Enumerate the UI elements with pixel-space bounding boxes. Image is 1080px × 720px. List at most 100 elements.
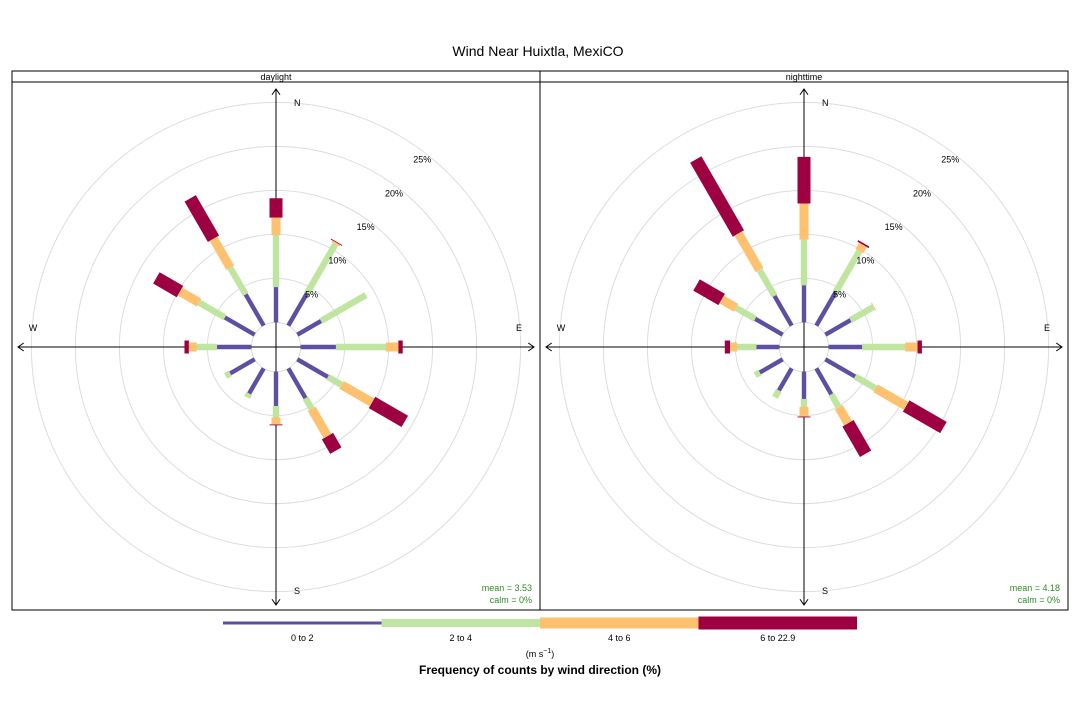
wedge-daylight-60-bin0 xyxy=(296,319,323,337)
wedge-daylight-180-bin0 xyxy=(273,371,279,406)
wedge-daylight-330-bin2 xyxy=(209,236,235,270)
wedge-nighttime-270-bin2 xyxy=(730,342,738,352)
ring-label-20: 20% xyxy=(385,188,403,198)
strip-label-daylight: daylight xyxy=(260,72,292,82)
wedge-nighttime-60-bin2 xyxy=(871,302,877,311)
wedge-nighttime-0-bin3 xyxy=(797,156,811,204)
units-label: (m s−1) xyxy=(526,648,554,659)
wedge-daylight-0-bin1 xyxy=(272,235,280,288)
ring-label-25: 25% xyxy=(413,155,431,165)
wedge-nighttime-90-bin0 xyxy=(828,344,863,350)
wedge-daylight-180-bin1 xyxy=(272,405,280,418)
wedge-nighttime-120-bin0 xyxy=(824,357,857,379)
wedge-daylight-150-bin1 xyxy=(302,396,315,411)
cardinal-label-w: W xyxy=(557,323,566,333)
wedge-nighttime-150-bin3 xyxy=(842,419,872,457)
units-suffix: ) xyxy=(551,649,554,659)
wedge-daylight-60-bin1 xyxy=(319,292,368,324)
axis-arrowhead xyxy=(545,342,553,352)
legend-swatch-3 xyxy=(698,616,857,630)
legend-label-2: 4 to 6 xyxy=(608,633,631,643)
wedge-nighttime-210-bin0 xyxy=(777,367,794,392)
chart-title: Wind Near Huixtla, MexiCO xyxy=(452,43,623,59)
ring-label-10: 10% xyxy=(856,256,874,266)
wedge-daylight-0-bin2 xyxy=(271,217,281,236)
wedge-nighttime-240-bin1 xyxy=(753,369,762,378)
wedge-daylight-90-bin3 xyxy=(398,340,403,354)
axis-arrowhead xyxy=(1055,342,1063,352)
wedge-nighttime-30-bin2 xyxy=(855,242,867,254)
rose-labels-daylight: 5% 10% 15% 20% 25% N S E W xyxy=(29,98,522,596)
wedge-daylight-270-bin1 xyxy=(196,343,218,351)
axis-arrowhead xyxy=(271,88,281,96)
wedge-nighttime-30-bin1 xyxy=(832,249,863,294)
legend-label-3: 6 to 22.9 xyxy=(760,633,795,643)
wedge-daylight-240-bin0 xyxy=(229,357,256,376)
wedge-nighttime-150-bin2 xyxy=(834,404,852,426)
legend-label-0: 0 to 2 xyxy=(291,633,314,643)
wedge-nighttime-180-bin0 xyxy=(801,371,807,399)
wedge-daylight-330-bin1 xyxy=(227,266,249,297)
wedge-nighttime-270-bin3 xyxy=(724,340,731,354)
panel-frame-nighttime xyxy=(539,70,1069,611)
wedge-nighttime-0-bin1 xyxy=(800,239,808,286)
wedge-nighttime-90-bin1 xyxy=(862,343,906,351)
wedge-nighttime-330-bin1 xyxy=(756,268,778,298)
wedge-daylight-150-bin0 xyxy=(286,367,308,400)
legend-swatch-0 xyxy=(223,621,382,625)
wedge-nighttime-0-bin0 xyxy=(801,285,807,323)
wedge-daylight-120-bin1 xyxy=(326,374,344,388)
wedge-nighttime-270-bin1 xyxy=(737,343,757,351)
ring-label-5: 5% xyxy=(305,289,318,299)
legend-label-1: 2 to 4 xyxy=(449,633,472,643)
wedge-daylight-120-bin3 xyxy=(368,396,409,427)
wedge-daylight-150-bin3 xyxy=(321,432,342,454)
cardinal-label-e: E xyxy=(1044,323,1050,333)
wedge-nighttime-90-bin3 xyxy=(917,340,922,354)
wedge-nighttime-180-bin3 xyxy=(797,416,811,418)
legend-swatch-2 xyxy=(540,617,699,629)
cardinal-label-s: S xyxy=(822,586,828,596)
wedge-daylight-30-bin0 xyxy=(286,292,309,327)
wedge-daylight-30-bin1 xyxy=(304,242,339,296)
cardinal-label-n: N xyxy=(822,98,829,108)
calm-label-nighttime: calm = 0% xyxy=(1018,595,1060,605)
rose-daylight xyxy=(17,88,535,606)
wedge-daylight-300-bin0 xyxy=(223,315,256,337)
wedge-daylight-330-bin0 xyxy=(243,293,266,327)
wedge-daylight-120-bin0 xyxy=(296,357,329,379)
wedge-daylight-120-bin2 xyxy=(339,380,375,407)
wedge-daylight-30-bin3 xyxy=(330,238,343,246)
strip-label-nighttime: nighttime xyxy=(786,72,823,82)
cardinal-label-e: E xyxy=(516,323,522,333)
wedge-daylight-150-bin2 xyxy=(307,406,332,439)
rose-labels-nighttime: 5% 10% 15% 20% 25% N S E W xyxy=(557,98,1050,596)
wedge-nighttime-210-bin1 xyxy=(772,388,782,399)
ring-label-5: 5% xyxy=(833,289,846,299)
axis-arrowhead xyxy=(17,342,25,352)
wedge-nighttime-330-bin3 xyxy=(690,156,745,237)
wedge-nighttime-30-bin3 xyxy=(857,240,870,249)
wedge-daylight-90-bin0 xyxy=(300,344,336,350)
units-prefix: (m s xyxy=(526,649,544,659)
axis-arrowhead xyxy=(799,88,809,96)
wedge-nighttime-150-bin0 xyxy=(814,367,834,396)
wedge-daylight-90-bin2 xyxy=(386,342,399,352)
wedge-nighttime-330-bin2 xyxy=(734,231,764,273)
wedge-daylight-300-bin3 xyxy=(153,272,184,298)
wedge-nighttime-300-bin0 xyxy=(754,316,784,337)
wedge-daylight-210-bin0 xyxy=(247,367,266,395)
wedge-daylight-0-bin3 xyxy=(269,198,283,218)
legend-swatch-1 xyxy=(381,619,540,627)
ring-label-10: 10% xyxy=(328,256,346,266)
axis-arrowhead xyxy=(271,598,281,606)
wedge-daylight-300-bin2 xyxy=(177,287,202,307)
wedge-nighttime-300-bin3 xyxy=(693,279,725,306)
wedge-nighttime-300-bin1 xyxy=(734,305,757,322)
axis-arrowhead xyxy=(527,342,535,352)
wedge-daylight-270-bin3 xyxy=(184,340,189,354)
calm-label-daylight: calm = 0% xyxy=(490,595,532,605)
ring-label-15: 15% xyxy=(885,222,903,232)
wedge-nighttime-90-bin2 xyxy=(905,342,918,352)
cardinal-label-n: N xyxy=(294,98,301,108)
